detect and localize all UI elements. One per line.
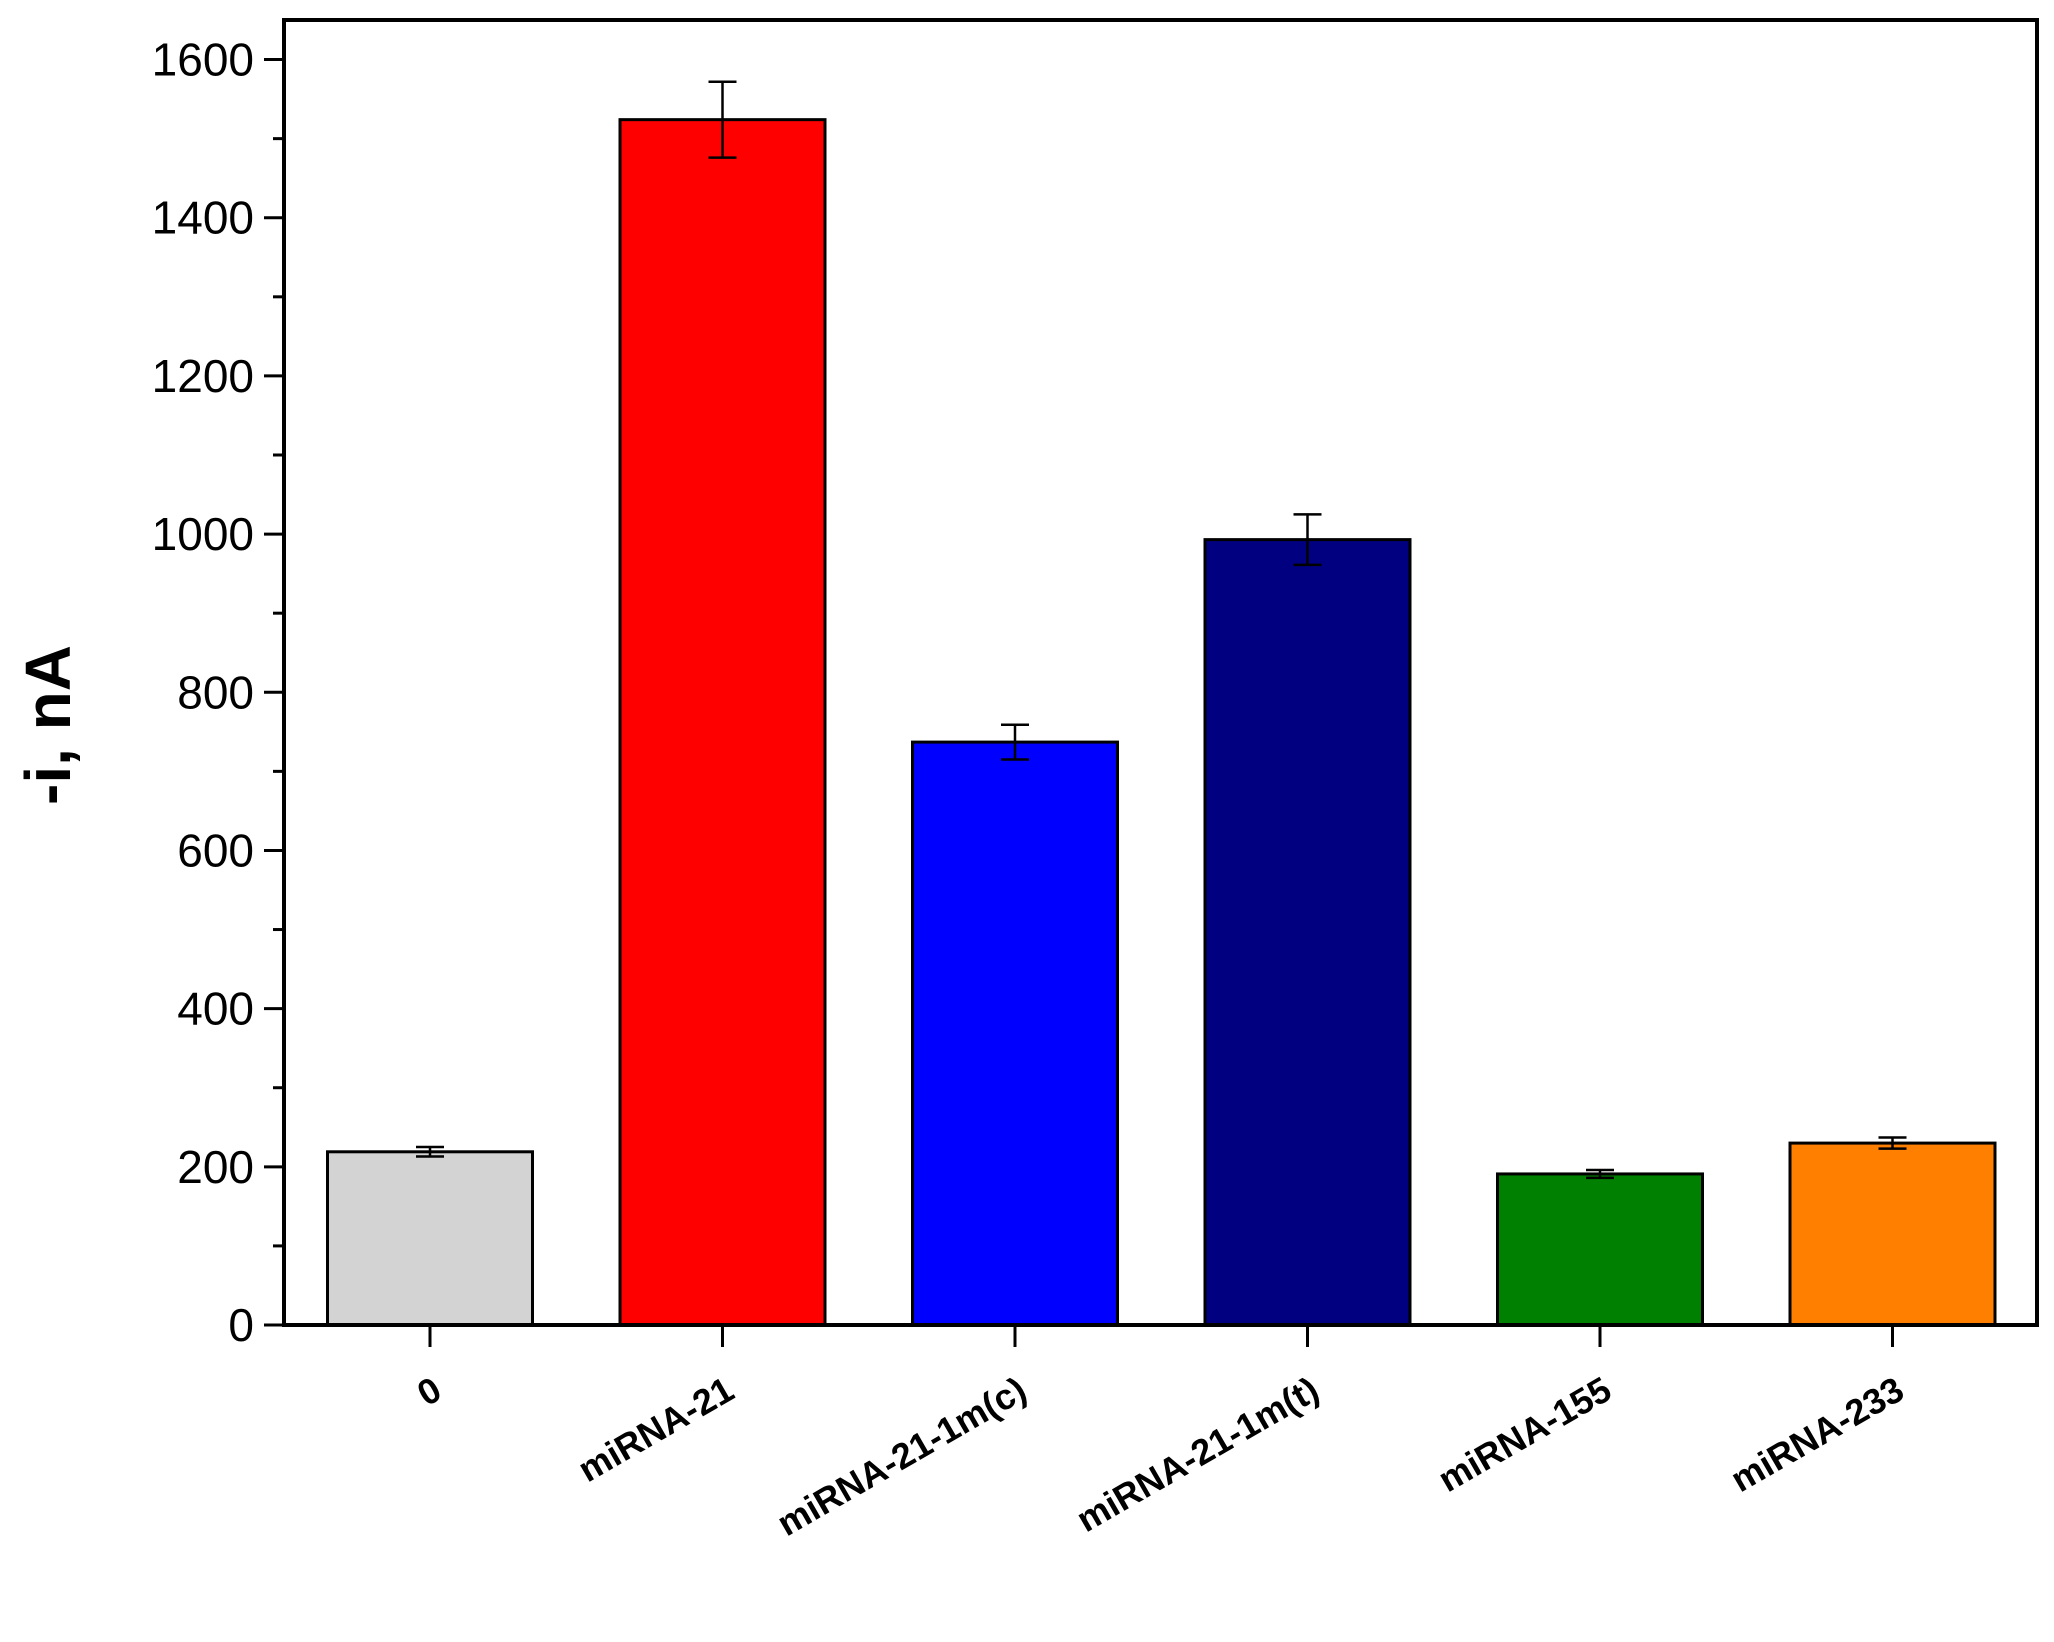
x-category-label: miRNA-233 <box>1724 1368 1911 1500</box>
plot-frame <box>282 18 2039 1327</box>
y-tick-label: 600 <box>177 824 254 876</box>
y-axis: 0 200 400 600 800 1000 1200 1400 1600 <box>152 34 284 1351</box>
bar <box>1788 1141 1997 1327</box>
bars-layer <box>326 118 1997 1327</box>
bar <box>618 118 827 1327</box>
y-tick-label: 800 <box>177 666 254 718</box>
y-tick-label: 1400 <box>152 192 254 244</box>
x-category-label: miRNA-21 <box>571 1368 740 1490</box>
y-axis-title: -i, nA <box>12 645 84 805</box>
error-bars-layer <box>416 80 1907 1180</box>
y-tick-label: 1200 <box>152 350 254 402</box>
bar <box>911 740 1119 1327</box>
bar <box>326 1150 534 1327</box>
y-tick-label: 0 <box>228 1299 254 1351</box>
x-category-label: miRNA-21-1m(c) <box>770 1368 1033 1544</box>
y-tick-label: 1000 <box>152 508 254 560</box>
x-category-label: 0 <box>410 1368 448 1414</box>
x-category-label: miRNA-155 <box>1431 1368 1618 1500</box>
y-tick-label: 200 <box>177 1141 254 1193</box>
y-tick-label: 400 <box>177 983 254 1035</box>
x-category-label: miRNA-21-1m(t) <box>1069 1368 1325 1540</box>
bar <box>1496 1172 1704 1327</box>
bar <box>1203 538 1412 1327</box>
x-axis: 0 miRNA-21 miRNA-21-1m(c) miRNA-21-1m(t) miR… <box>410 1325 1911 1544</box>
y-tick-label: 1600 <box>152 34 254 86</box>
